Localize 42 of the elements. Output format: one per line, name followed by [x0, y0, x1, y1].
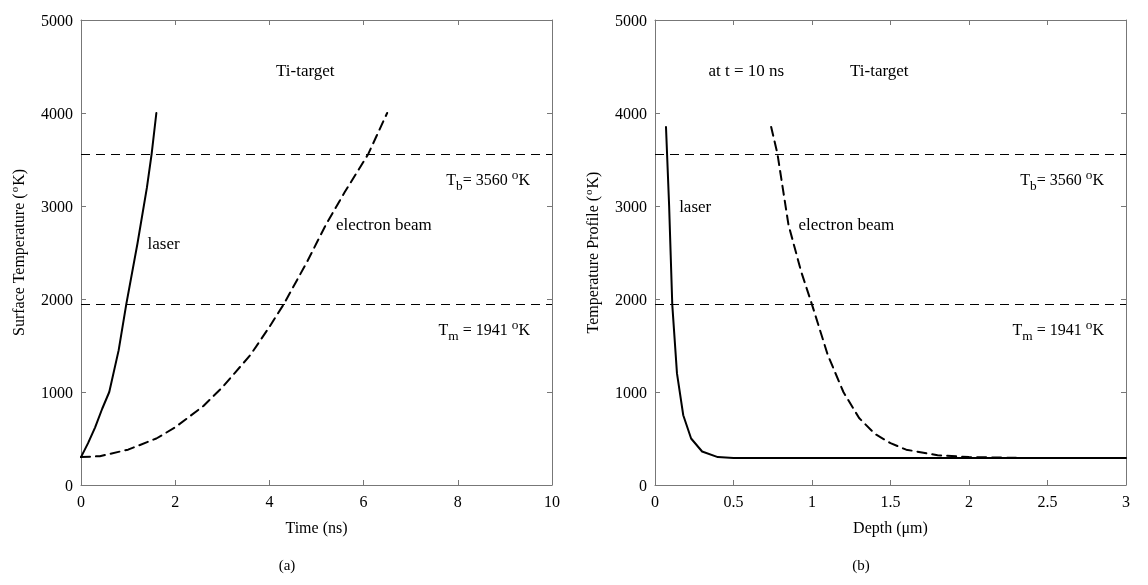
- ref-line-label: T$_{b}$= 3560 $^{o}$K: [446, 166, 530, 193]
- x-tick-label: 2.5: [1037, 492, 1058, 510]
- annotation: Ti-target: [276, 61, 335, 80]
- x-axis-title: Depth (μm): [853, 518, 928, 537]
- x-tick-label: 0.5: [723, 492, 744, 510]
- x-tick-label: 0: [651, 492, 659, 510]
- series-label: electron beam: [335, 215, 432, 235]
- y-tick-label: 3000: [41, 197, 73, 215]
- x-tick-label: 2: [171, 492, 180, 510]
- y-tick-label: 3000: [615, 197, 647, 215]
- series-label: electron beam: [798, 215, 895, 235]
- x-tick-label: 1.5: [880, 492, 901, 510]
- annotation: at t = 10 ns: [708, 61, 785, 80]
- ref-line-label: T$_{b}$= 3560 $^{o}$K: [1020, 166, 1104, 193]
- annotation: Ti-target: [850, 61, 909, 80]
- y-tick-label: 0: [65, 476, 73, 494]
- x-tick-label: 3: [1122, 492, 1130, 510]
- x-tick-label: 4: [265, 492, 274, 510]
- text: (a): [278, 556, 296, 574]
- y-tick-label: 5000: [41, 11, 73, 29]
- y-tick-label: 5000: [615, 11, 647, 29]
- x-tick-label: 2: [965, 492, 973, 510]
- y-axis-title: Surface Temperature (oK): [7, 168, 28, 336]
- x-tick-label: 8: [453, 492, 462, 510]
- ref-line-label: T$_{m}$ = 1941 $^{o}$K: [438, 317, 530, 343]
- x-axis-title: Time (ns): [285, 518, 348, 537]
- x-tick-label: 0: [77, 492, 85, 510]
- y-tick-label: 1000: [615, 383, 647, 401]
- ref-line-label: T$_{m}$ = 1941 $^{o}$K: [1012, 317, 1104, 343]
- y-axis-title: Temperature Profile (oK): [581, 171, 602, 334]
- text: (b): [852, 556, 870, 574]
- y-tick-label: 1000: [41, 383, 73, 401]
- x-tick-label: 1: [808, 492, 816, 510]
- x-tick-label: 6: [359, 492, 368, 510]
- y-tick-label: 0: [639, 476, 647, 494]
- x-tick-label: 10: [544, 492, 560, 510]
- y-tick-label: 4000: [615, 104, 647, 122]
- y-tick-label: 2000: [615, 290, 647, 308]
- series-label: laser: [147, 233, 180, 253]
- y-tick-label: 2000: [41, 290, 73, 308]
- y-tick-label: 4000: [41, 104, 73, 122]
- series-label: laser: [679, 196, 712, 216]
